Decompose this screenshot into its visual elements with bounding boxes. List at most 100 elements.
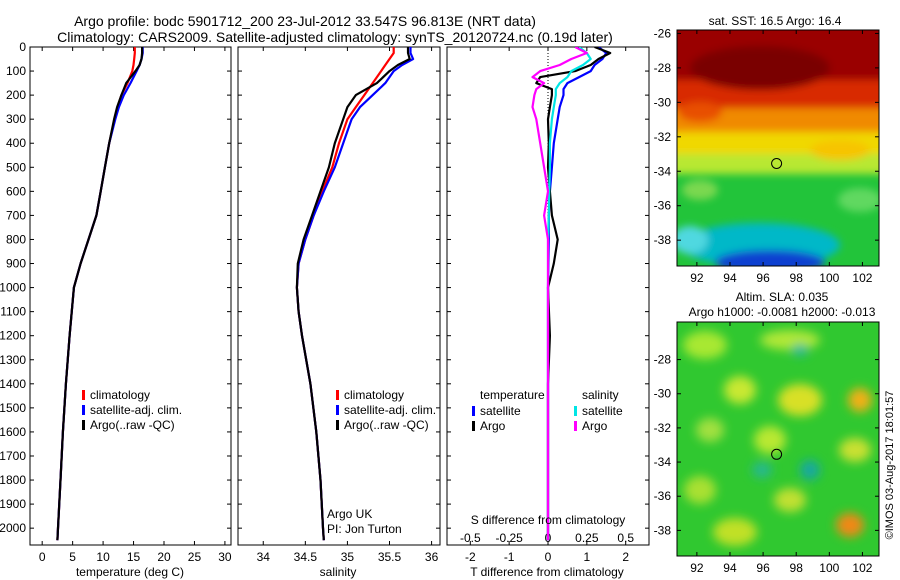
plot-frame [237, 46, 441, 546]
map-x-tick-label: 102 [852, 561, 872, 575]
map-y-tick-label: -36 [654, 199, 672, 213]
sla-map-title-line1: Altim. SLA: 0.035 [736, 290, 829, 304]
depth-tick-label: 1700 [0, 449, 26, 463]
map-frame [676, 321, 880, 557]
argo-location-marker [771, 448, 783, 460]
legend-swatch-temp-satellite [472, 406, 475, 416]
sla-map-panel: Altim. SLA: 0.035 Argo h1000: -0.0081 h2… [654, 290, 880, 575]
x-axis-label: T difference from climatology [470, 565, 624, 579]
map-x-tick-label: 96 [756, 271, 770, 285]
depth-tick-label: 600 [6, 184, 26, 198]
x-tick-label: 0 [39, 550, 46, 564]
map-axes: 92 94 96 98 100 102 -28 -30 -32 -34 -36 -38 [654, 322, 879, 575]
map-y-tick-label: -28 [654, 61, 672, 75]
depth-tick-label: 100 [6, 64, 26, 78]
map-y-tick-label: -30 [654, 95, 672, 109]
x-axis-label: temperature (deg C) [76, 565, 184, 579]
map-x-tick-label: 98 [790, 561, 804, 575]
map-y-tick-label: -26 [654, 26, 672, 40]
depth-tick-label: 2000 [0, 521, 26, 535]
depth-tick-label: 1900 [0, 497, 26, 511]
sst-map-panel: sat. SST: 16.5 Argo: 16.4 92 94 96 98 10 [654, 14, 880, 285]
depth-tick-label: 1800 [0, 473, 26, 487]
map-x-tick-label: 92 [690, 561, 704, 575]
legend-temperature: temperature satellite Argo [472, 388, 545, 433]
plot-frame [29, 46, 232, 546]
top-tick-label: 0.5 [617, 531, 634, 545]
depth-tick-label: 1300 [0, 353, 26, 367]
map-x-tick-label: 102 [852, 271, 872, 285]
annotation-pi: PI: Jon Turton [327, 522, 402, 536]
depth-tick-label: 1600 [0, 425, 26, 439]
series-line-climatology [295, 47, 395, 541]
legend-label-sal-argo: Argo [582, 419, 608, 433]
legend-swatch-climatology [336, 390, 339, 400]
legend: climatology satellite-adj. clim. Argo(..… [336, 388, 436, 432]
x-tick-label: 20 [157, 550, 171, 564]
top-tick-label: 0.25 [575, 531, 599, 545]
map-y-tick-label: -32 [654, 421, 672, 435]
depth-tick-label: 1500 [0, 401, 26, 415]
map-y-tick-label: -38 [654, 233, 672, 247]
top-axis-label: S difference from climatology [471, 513, 626, 527]
map-x-tick-label: 98 [790, 271, 804, 285]
x-tick-label: 35.5 [378, 550, 402, 564]
argo-location-marker [771, 158, 783, 169]
depth-tick-label: 700 [6, 208, 26, 222]
x-tick-label: 1 [584, 550, 591, 564]
map-frame [676, 29, 880, 267]
depth-tick-label: 900 [6, 257, 26, 271]
x-axis-label: salinity [320, 565, 357, 579]
annotation-institution: Argo UK [327, 507, 372, 521]
series-line-argo-raw-qc [295, 47, 411, 541]
top-tick-label: -0.25 [495, 531, 523, 545]
map-x-tick-label: 100 [819, 561, 839, 575]
x-tick-label: 5 [69, 550, 76, 564]
x-tick-label: -2 [465, 550, 476, 564]
map-y-tick-label: -34 [654, 164, 672, 178]
x-axis: 0 5 10 15 20 25 30 [39, 47, 232, 564]
depth-tick-label: 300 [6, 112, 26, 126]
map-y-tick-label: -32 [654, 130, 672, 144]
series-line-satellite-adj-clim [295, 47, 415, 541]
x-axis: 34 34.5 35 35.5 36 [257, 47, 439, 564]
x-tick-label: 15 [127, 550, 141, 564]
map-y-tick-label: -34 [654, 455, 672, 469]
legend-label-climatology: climatology [90, 388, 150, 402]
depth-tick-label: 800 [6, 232, 26, 246]
depth-tick-label: 1100 [0, 305, 26, 319]
figure-title-line1: Argo profile: bodc 5901712_200 23-Jul-20… [74, 13, 536, 29]
depth-tick-label: 200 [6, 88, 26, 102]
depth-tick-label: 400 [6, 136, 26, 150]
legend-swatch-satellite [82, 405, 85, 415]
series-line-salinity-argo [531, 47, 588, 541]
legend-swatch-temp-argo [472, 421, 475, 431]
legend-swatch-climatology [82, 390, 85, 400]
series-line-climatology [56, 47, 136, 541]
temperature-profile-panel: 0100200300400500600700800900100011001200… [0, 40, 232, 579]
salinity-profile-panel: 34 34.5 35 35.5 36 salinity climatology sate… [237, 46, 441, 579]
map-x-tick-label: 96 [756, 561, 770, 575]
series-line-temperature-satellite [546, 47, 608, 541]
legend-label-sal-satellite: satellite [582, 404, 623, 418]
map-y-tick-label: -30 [654, 387, 672, 401]
legend-label-climatology: climatology [344, 388, 404, 402]
depth-tick-label: 0 [19, 40, 26, 54]
legend-label-temp-satellite: satellite [480, 404, 521, 418]
legend-swatch-sal-argo [574, 421, 577, 431]
difference-profile-panel: -2 -1 0 1 2 -0.5 -0.25 0 0.25 0.5 T difference f… [446, 46, 650, 579]
depth-tick-label: 1200 [0, 329, 26, 343]
map-y-tick-label: -38 [654, 523, 672, 537]
legend-swatch-satellite [336, 405, 339, 415]
legend-title-salinity: salinity [582, 388, 619, 402]
legend-label-argo: Argo(..raw -QC) [90, 418, 175, 432]
map-y-tick-label: -28 [654, 353, 672, 367]
depth-tick-label: 1400 [0, 377, 26, 391]
x-tick-label: 35 [341, 550, 355, 564]
x-tick-label: 34.5 [294, 550, 318, 564]
series-line-salinity-satellite [546, 47, 592, 541]
map-x-tick-label: 94 [723, 561, 737, 575]
legend: climatology satellite-adj. clim. Argo(..… [82, 388, 182, 432]
legend-salinity: salinity satellite Argo [574, 388, 623, 433]
